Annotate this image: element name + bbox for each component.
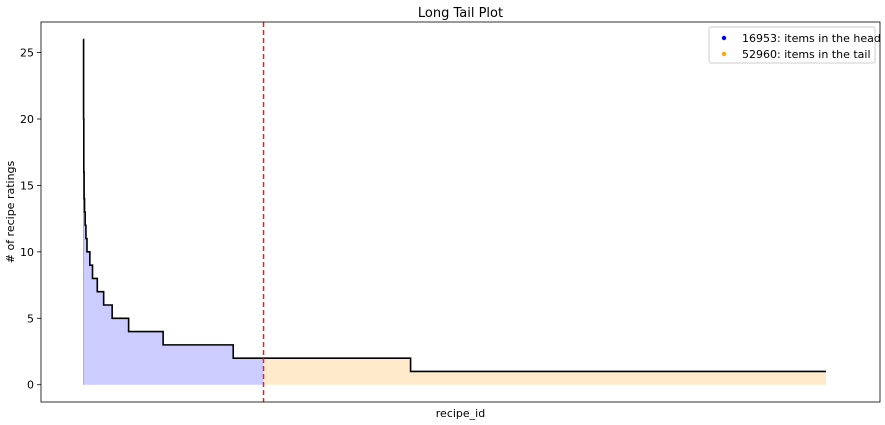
y-tick-label: 0: [27, 379, 34, 392]
legend-entry-tail: 52960: items in the tail: [742, 48, 871, 61]
y-tick-label: 5: [27, 312, 34, 325]
area-head: [83, 39, 264, 385]
legend-marker-tail: [721, 51, 727, 57]
chart-title: Long Tail Plot: [418, 6, 503, 21]
y-tick-label: 10: [20, 246, 34, 259]
legend: 16953: items in the head 52960: items in…: [708, 26, 881, 64]
y-tick-label: 20: [20, 113, 34, 126]
y-tick-label: 25: [20, 47, 34, 60]
axes-frame: [40, 21, 881, 403]
legend-marker-head: [721, 35, 727, 41]
legend-entry-head: 16953: items in the head: [742, 32, 881, 45]
y-axis-ticks: 0 5 10 15 20 25: [20, 47, 41, 392]
step-line: [82, 38, 826, 373]
x-axis-label: recipe_id: [436, 407, 485, 420]
legend-box: [708, 26, 876, 64]
y-axis-label: # of recipe ratings: [4, 160, 17, 263]
y-tick-label: 15: [20, 179, 34, 192]
plot-area: [82, 22, 826, 402]
